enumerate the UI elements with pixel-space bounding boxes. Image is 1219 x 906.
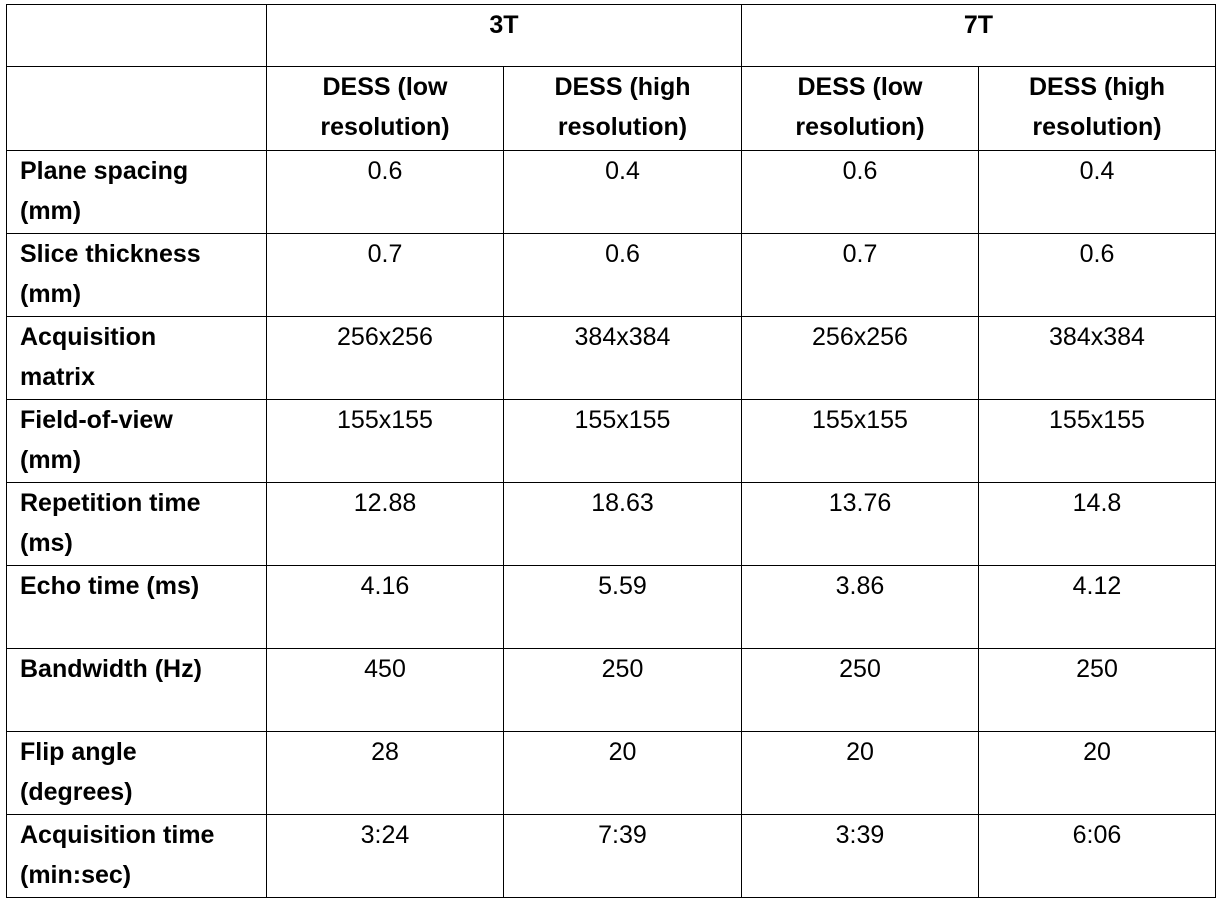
value-cell: 28 xyxy=(266,731,504,815)
value-cell: 20 xyxy=(503,731,742,815)
value-cell: 4.12 xyxy=(978,565,1216,649)
empty-cell xyxy=(6,4,267,67)
row-label: Field-of-view (mm) xyxy=(6,399,267,483)
empty-cell xyxy=(6,66,267,151)
value-cell: 5.59 xyxy=(503,565,742,649)
value-cell: 3:24 xyxy=(266,814,504,898)
row-label: Echo time (ms) xyxy=(6,565,267,649)
table-row: Echo time (ms) 4.16 5.59 3.86 4.12 xyxy=(6,565,1216,649)
group-header: 3T xyxy=(266,4,742,67)
value-cell: 155x155 xyxy=(978,399,1216,483)
table-row: Field-of-view (mm) 155x155 155x155 155x155 1… xyxy=(6,399,1216,483)
value-cell: 0.6 xyxy=(741,150,979,234)
table-row: Plane spacing (mm) 0.6 0.4 0.6 0.4 xyxy=(6,150,1216,234)
value-cell: 14.8 xyxy=(978,482,1216,566)
value-cell: 20 xyxy=(978,731,1216,815)
table-row: Bandwidth (Hz) 450 250 250 250 xyxy=(6,648,1216,732)
table-row: Slice thickness (mm) 0.7 0.6 0.7 0.6 xyxy=(6,233,1216,317)
value-cell: 0.6 xyxy=(978,233,1216,317)
value-cell: 0.7 xyxy=(741,233,979,317)
value-cell: 4.16 xyxy=(266,565,504,649)
value-cell: 18.63 xyxy=(503,482,742,566)
group-header: 7T xyxy=(741,4,1216,67)
value-cell: 155x155 xyxy=(266,399,504,483)
value-cell: 256x256 xyxy=(266,316,504,400)
value-cell: 6:06 xyxy=(978,814,1216,898)
row-label: Acquisition matrix xyxy=(6,316,267,400)
row-label: Plane spacing (mm) xyxy=(6,150,267,234)
column-header: DESS (low resolution) xyxy=(266,66,504,151)
table-body: 3T 7T DESS (low resolution) DESS (high reso… xyxy=(6,4,1216,898)
value-cell: 250 xyxy=(978,648,1216,732)
row-label: Bandwidth (Hz) xyxy=(6,648,267,732)
value-cell: 250 xyxy=(741,648,979,732)
value-cell: 0.4 xyxy=(978,150,1216,234)
table-row: Repetition time (ms) 12.88 18.63 13.76 14.8 xyxy=(6,482,1216,566)
value-cell: 0.4 xyxy=(503,150,742,234)
value-cell: 384x384 xyxy=(978,316,1216,400)
value-cell: 155x155 xyxy=(503,399,742,483)
table-row: Flip angle (degrees) 28 20 20 20 xyxy=(6,731,1216,815)
value-cell: 0.6 xyxy=(266,150,504,234)
value-cell: 20 xyxy=(741,731,979,815)
value-cell: 0.6 xyxy=(503,233,742,317)
value-cell: 0.7 xyxy=(266,233,504,317)
value-cell: 155x155 xyxy=(741,399,979,483)
value-cell: 250 xyxy=(503,648,742,732)
table-row: 3T 7T xyxy=(6,4,1216,67)
column-header: DESS (low resolution) xyxy=(741,66,979,151)
value-cell: 3:39 xyxy=(741,814,979,898)
value-cell: 12.88 xyxy=(266,482,504,566)
table-row: DESS (low resolution) DESS (high resoluti… xyxy=(6,66,1216,151)
table-row: Acquisition matrix 256x256 384x384 256x256 3… xyxy=(6,316,1216,400)
parameters-table: 3T 7T DESS (low resolution) DESS (high reso… xyxy=(6,4,1216,898)
value-cell: 256x256 xyxy=(741,316,979,400)
value-cell: 384x384 xyxy=(503,316,742,400)
value-cell: 450 xyxy=(266,648,504,732)
row-label: Flip angle (degrees) xyxy=(6,731,267,815)
column-header: DESS (high resolution) xyxy=(978,66,1216,151)
value-cell: 7:39 xyxy=(503,814,742,898)
column-header: DESS (high resolution) xyxy=(503,66,742,151)
row-label: Repetition time (ms) xyxy=(6,482,267,566)
value-cell: 13.76 xyxy=(741,482,979,566)
value-cell: 3.86 xyxy=(741,565,979,649)
row-label: Slice thickness (mm) xyxy=(6,233,267,317)
table-row: Acquisition time (min:sec) 3:24 7:39 3:39 6:… xyxy=(6,814,1216,898)
row-label: Acquisition time (min:sec) xyxy=(6,814,267,898)
